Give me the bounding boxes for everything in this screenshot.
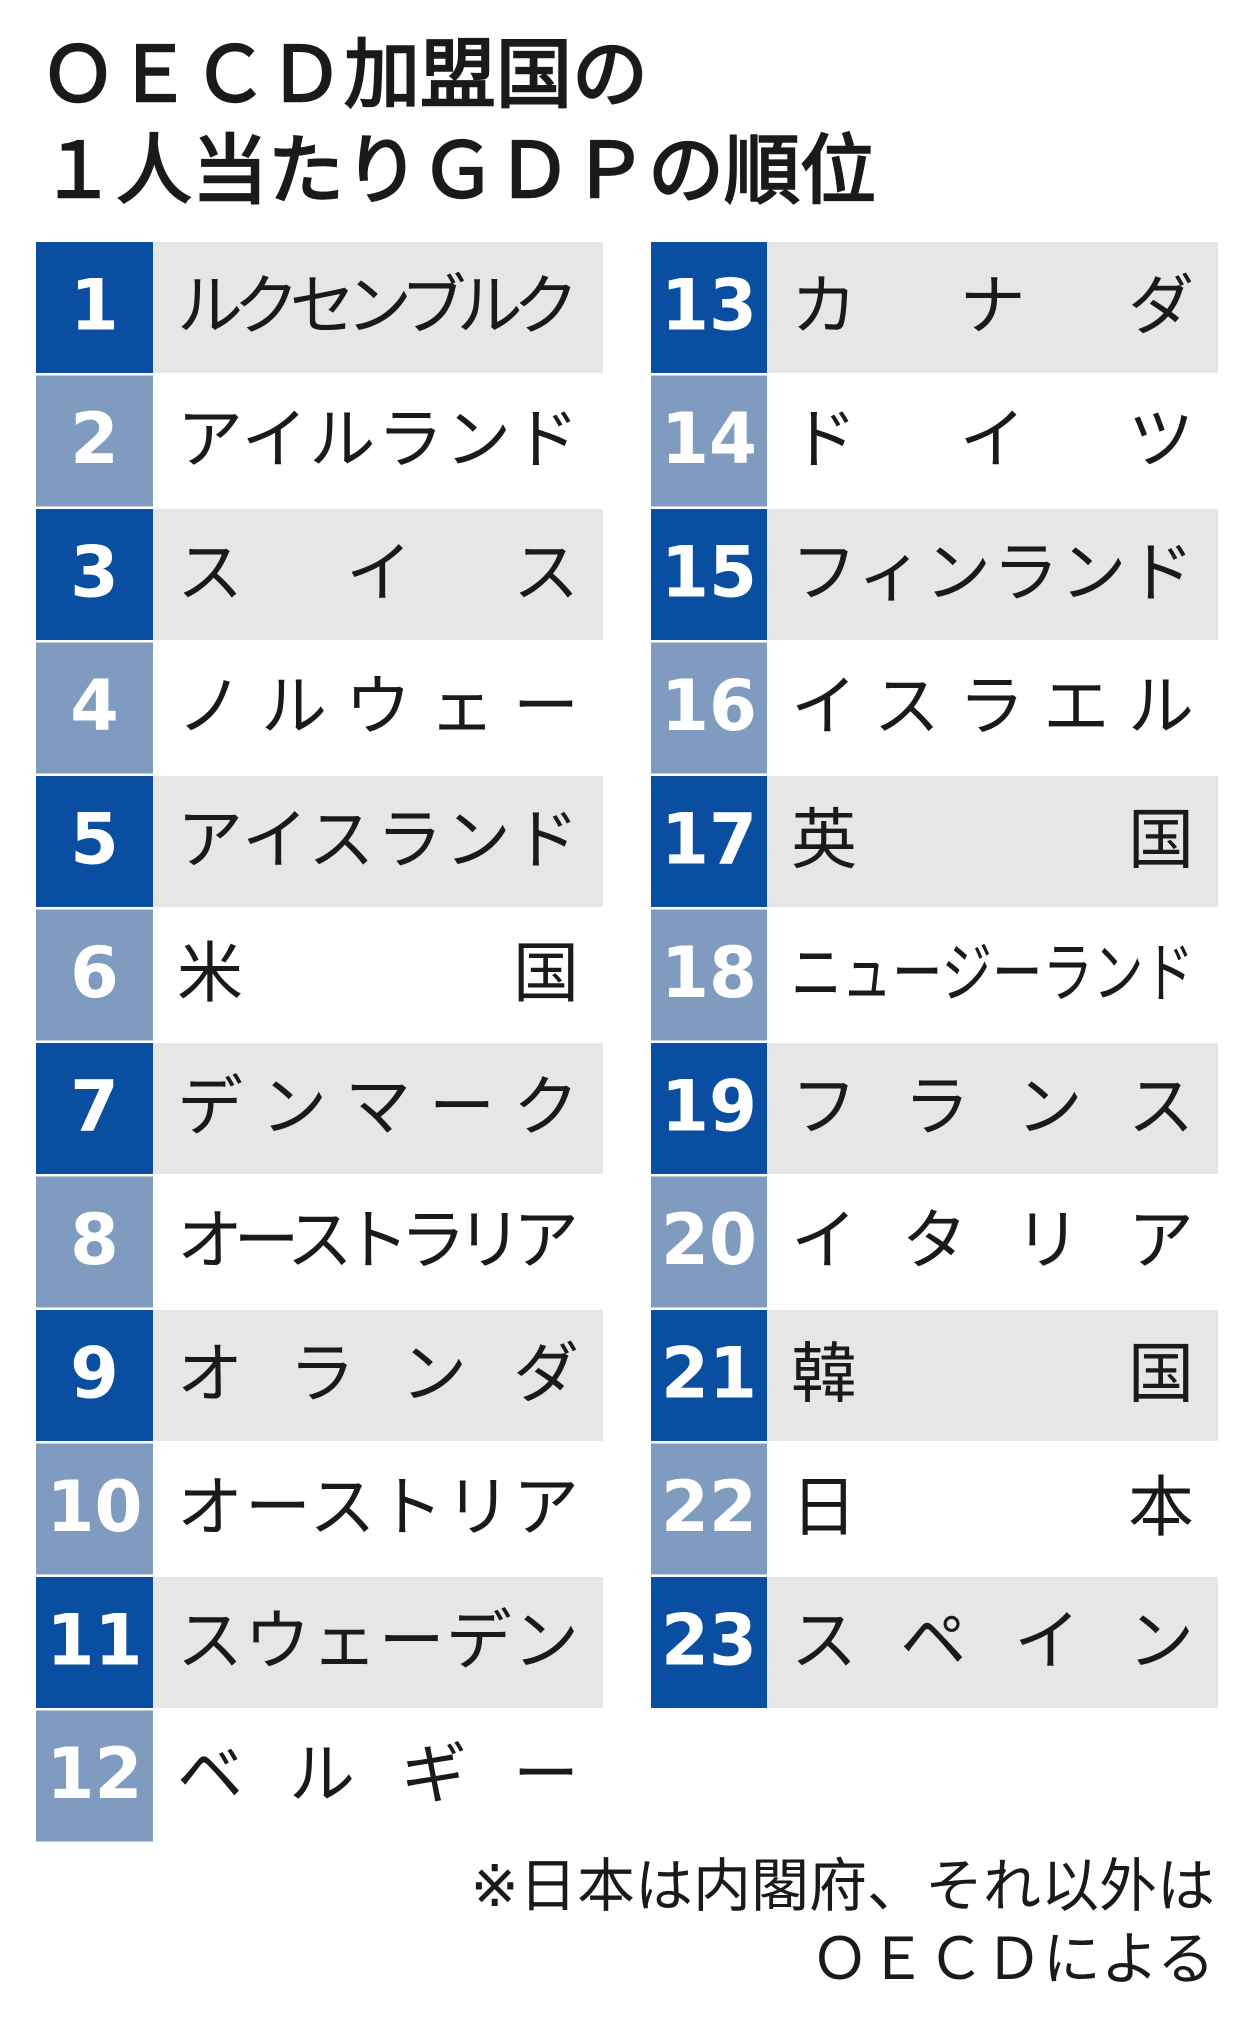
rank-cell bbox=[36, 1577, 153, 1708]
rank-cell bbox=[651, 642, 767, 774]
name-cell bbox=[153, 776, 603, 907]
footnote: ※日本は内閣府、それ以外は bbox=[470, 1852, 1215, 1920]
rank-number: 10 bbox=[47, 1466, 143, 1548]
rank-cell bbox=[36, 776, 153, 907]
rank-number: 1 bbox=[70, 265, 119, 347]
country-name: ニュージーランド bbox=[791, 935, 1194, 1012]
country-name: カナダ bbox=[791, 268, 1194, 345]
country-name: スウェーデン bbox=[177, 1603, 579, 1680]
rank-cell bbox=[36, 909, 153, 1041]
country-name: アイルランド bbox=[177, 401, 579, 478]
rank-number: 11 bbox=[47, 1600, 143, 1682]
rank-cell bbox=[36, 1310, 153, 1441]
country-name: オーストラリア bbox=[177, 1202, 579, 1279]
rank-cell bbox=[651, 1443, 767, 1575]
rank-number: 22 bbox=[661, 1466, 757, 1548]
country-name: ドイツ bbox=[791, 401, 1194, 478]
rank-number: 15 bbox=[661, 532, 757, 614]
country-name: オーストリア bbox=[177, 1469, 579, 1546]
name-cell bbox=[767, 1310, 1218, 1441]
name-cell bbox=[153, 1310, 603, 1441]
name-cell bbox=[767, 509, 1218, 640]
rank-number: 23 bbox=[661, 1600, 757, 1682]
rank-cell bbox=[36, 242, 153, 373]
footnote: ＯＥＣＤによる bbox=[811, 1925, 1215, 1993]
country-name: ノルウェー bbox=[177, 668, 579, 745]
country-name: アイスランド bbox=[177, 802, 579, 879]
rank-number: 19 bbox=[661, 1066, 757, 1148]
rank-number: 20 bbox=[661, 1199, 757, 1281]
name-cell bbox=[153, 1443, 603, 1575]
title-line: ＯＥＣＤ加盟国の bbox=[40, 30, 648, 119]
name-cell bbox=[767, 909, 1218, 1041]
rank-cell bbox=[651, 1577, 767, 1708]
rank-number: 17 bbox=[661, 799, 757, 881]
rank-number: 4 bbox=[70, 665, 119, 747]
rank-number: 5 bbox=[70, 799, 119, 881]
rank-number: 8 bbox=[70, 1199, 119, 1281]
name-cell bbox=[153, 1043, 603, 1174]
rank-number: 12 bbox=[47, 1733, 143, 1815]
rank-cell bbox=[651, 1043, 767, 1174]
name-cell bbox=[767, 242, 1218, 373]
rank-cell bbox=[651, 242, 767, 373]
rank-cell bbox=[36, 1176, 153, 1308]
country-name: イスラエル bbox=[791, 668, 1194, 745]
country-name: フィンランド bbox=[791, 535, 1194, 612]
rank-cell bbox=[651, 909, 767, 1041]
name-cell bbox=[153, 242, 603, 373]
name-cell bbox=[153, 509, 603, 640]
rank-number: 7 bbox=[70, 1066, 119, 1148]
name-cell bbox=[767, 1176, 1218, 1308]
rank-number: 21 bbox=[661, 1333, 757, 1415]
rank-cell bbox=[36, 1043, 153, 1174]
country-name: デンマーク bbox=[177, 1069, 579, 1146]
name-cell bbox=[153, 1577, 603, 1708]
rank-cell bbox=[36, 642, 153, 774]
name-cell bbox=[767, 776, 1218, 907]
rank-cell bbox=[36, 1443, 153, 1575]
rank-number: 2 bbox=[70, 398, 119, 480]
rank-number: 14 bbox=[661, 398, 757, 480]
rank-number: 13 bbox=[661, 265, 757, 347]
rank-number: 6 bbox=[70, 932, 119, 1014]
country-name: スイス bbox=[177, 535, 579, 612]
name-cell bbox=[153, 909, 603, 1041]
name-cell bbox=[767, 375, 1218, 507]
name-cell bbox=[767, 1577, 1218, 1708]
name-cell bbox=[153, 1710, 603, 1842]
name-cell bbox=[153, 642, 603, 774]
rank-cell bbox=[651, 1310, 767, 1441]
rank-number: 18 bbox=[661, 932, 757, 1014]
name-cell bbox=[767, 1043, 1218, 1174]
country-name: ルクセンブルク bbox=[177, 268, 579, 345]
rank-number: 3 bbox=[70, 532, 119, 614]
rank-number: 9 bbox=[70, 1333, 119, 1415]
rank-cell bbox=[36, 509, 153, 640]
title-line: １人当たりＧＤＰの順位 bbox=[40, 126, 876, 215]
rank-cell bbox=[36, 1710, 153, 1842]
name-cell bbox=[767, 1443, 1218, 1575]
rank-cell bbox=[651, 1176, 767, 1308]
rank-cell bbox=[651, 509, 767, 640]
rank-cell bbox=[36, 375, 153, 507]
rank-cell bbox=[651, 375, 767, 507]
rank-number: 16 bbox=[661, 665, 757, 747]
name-cell bbox=[153, 375, 603, 507]
name-cell bbox=[153, 1176, 603, 1308]
name-cell bbox=[767, 642, 1218, 774]
rank-cell bbox=[651, 776, 767, 907]
